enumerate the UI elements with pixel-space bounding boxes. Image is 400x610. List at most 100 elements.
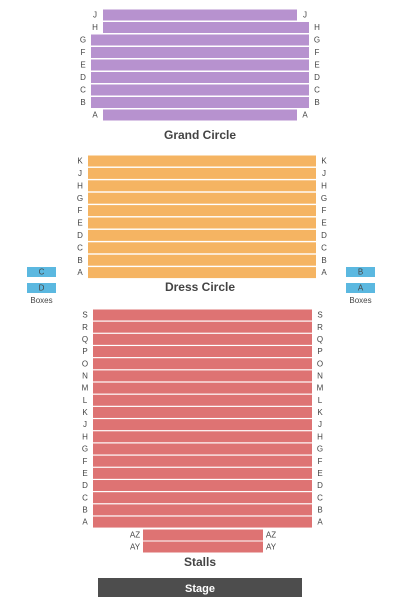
- row-label: B: [314, 98, 319, 107]
- seat-row[interactable]: [93, 370, 312, 382]
- seat-row[interactable]: [91, 34, 309, 46]
- seat-row[interactable]: [88, 192, 316, 204]
- row-label: C: [77, 243, 83, 252]
- seat-row[interactable]: [93, 309, 312, 321]
- seat-row[interactable]: [103, 22, 309, 33]
- seat-row[interactable]: [93, 333, 312, 345]
- seat-row[interactable]: [93, 406, 312, 418]
- row-label: N: [317, 372, 323, 381]
- row-label: M: [317, 384, 324, 393]
- row-label: F: [81, 48, 86, 57]
- seat-row[interactable]: [93, 394, 312, 406]
- seat-row[interactable]: [93, 492, 312, 504]
- row-label: B: [321, 256, 326, 265]
- row-label: E: [82, 469, 87, 478]
- seat-row[interactable]: [93, 321, 312, 333]
- seat-row[interactable]: [93, 431, 312, 443]
- seat-row[interactable]: [88, 167, 316, 179]
- box-seat[interactable]: [27, 283, 56, 293]
- row-label: J: [322, 169, 326, 178]
- section-title: Grand Circle: [164, 128, 236, 142]
- box-seat[interactable]: [346, 267, 375, 277]
- row-label: O: [82, 359, 88, 368]
- row-label: J: [303, 11, 307, 20]
- seat-row[interactable]: [88, 155, 316, 167]
- row-label: C: [321, 243, 327, 252]
- seat-row[interactable]: [93, 382, 312, 394]
- row-label: A: [82, 518, 88, 527]
- row-label: E: [321, 219, 326, 228]
- row-label: F: [318, 457, 323, 466]
- boxes-caption: Boxes: [30, 296, 52, 305]
- seat-row[interactable]: [93, 358, 312, 370]
- boxes-caption: Boxes: [349, 296, 371, 305]
- seat-row[interactable]: [93, 419, 312, 431]
- seat-row[interactable]: [93, 443, 312, 455]
- row-label: K: [82, 408, 88, 417]
- row-label: F: [322, 206, 327, 215]
- seat-row[interactable]: [88, 242, 316, 254]
- row-label: B: [80, 98, 85, 107]
- seat-row[interactable]: [88, 205, 316, 217]
- row-label: D: [77, 231, 83, 240]
- row-label: C: [80, 86, 86, 95]
- row-label: D: [314, 73, 320, 82]
- row-label: G: [321, 194, 327, 203]
- seat-row[interactable]: [103, 9, 297, 21]
- box-seat[interactable]: [346, 283, 375, 293]
- seat-row[interactable]: [93, 346, 312, 358]
- seat-row[interactable]: [91, 59, 309, 71]
- row-label: D: [317, 481, 323, 490]
- row-label: Q: [82, 335, 88, 344]
- seat-row[interactable]: [143, 529, 263, 541]
- box-label: A: [358, 284, 364, 293]
- seat-row[interactable]: [93, 467, 312, 479]
- seat-row[interactable]: [91, 97, 309, 108]
- row-label: D: [82, 481, 88, 490]
- row-label: O: [317, 359, 323, 368]
- row-label: AZ: [266, 531, 276, 540]
- row-label: S: [317, 311, 322, 320]
- row-label: J: [93, 11, 97, 20]
- row-label: E: [77, 219, 82, 228]
- row-label: R: [317, 323, 323, 332]
- row-label: K: [321, 157, 327, 166]
- box-label: B: [358, 268, 363, 277]
- row-label: C: [82, 493, 88, 502]
- seat-row[interactable]: [88, 217, 316, 229]
- row-label: A: [317, 518, 323, 527]
- seat-row[interactable]: [143, 541, 263, 553]
- row-label: D: [321, 231, 327, 240]
- seat-row[interactable]: [88, 229, 316, 241]
- box-seat[interactable]: [27, 267, 56, 277]
- row-label: K: [317, 408, 323, 417]
- seat-row[interactable]: [93, 455, 312, 467]
- row-label: G: [77, 194, 83, 203]
- seat-row[interactable]: [91, 84, 309, 96]
- row-label: P: [82, 347, 87, 356]
- stage-block: [98, 578, 302, 597]
- row-label: B: [77, 256, 82, 265]
- row-label: J: [318, 420, 322, 429]
- row-label: F: [315, 48, 320, 57]
- row-label: L: [318, 396, 323, 405]
- row-label: G: [80, 36, 86, 45]
- seat-row[interactable]: [93, 504, 312, 516]
- seat-row[interactable]: [88, 267, 316, 279]
- row-label: H: [321, 181, 327, 190]
- row-label: Q: [317, 335, 323, 344]
- box-label: C: [39, 268, 45, 277]
- row-label: B: [317, 505, 322, 514]
- seat-row[interactable]: [103, 109, 297, 121]
- seat-row[interactable]: [91, 72, 309, 83]
- row-label: A: [92, 111, 98, 120]
- seat-row[interactable]: [88, 254, 316, 266]
- seat-row[interactable]: [91, 47, 309, 58]
- seat-row[interactable]: [93, 516, 312, 528]
- row-label: B: [82, 505, 87, 514]
- row-label: L: [83, 396, 88, 405]
- seat-row[interactable]: [93, 480, 312, 492]
- row-label: H: [82, 432, 88, 441]
- seat-row[interactable]: [88, 180, 316, 192]
